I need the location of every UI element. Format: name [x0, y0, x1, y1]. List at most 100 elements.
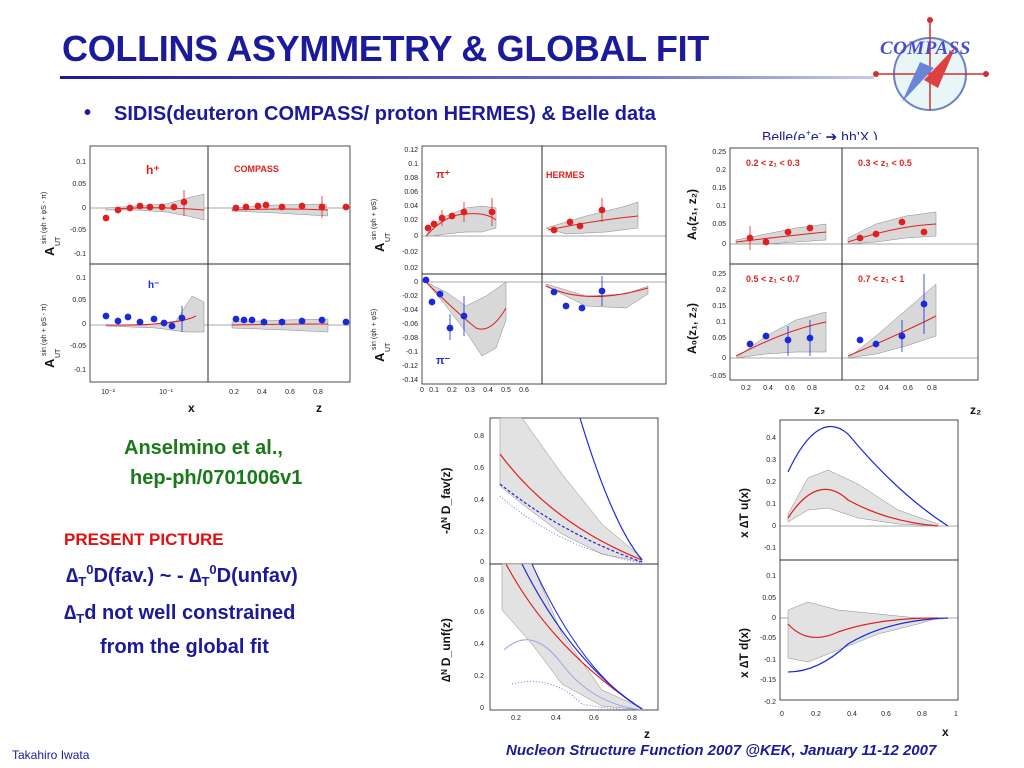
- svg-text:0.1: 0.1: [76, 275, 86, 282]
- svg-text:0.4: 0.4: [879, 385, 889, 392]
- svg-text:0: 0: [414, 279, 418, 286]
- svg-text:sin (φh + φS): sin (φh + φS): [371, 309, 378, 350]
- belle-bin-2: 0.3 < z₁ < 0.5: [858, 158, 912, 168]
- svg-text:A₀(z₁, z₂): A₀(z₁, z₂): [685, 303, 699, 354]
- svg-text:sin (φh + φS - π): sin (φh + φS - π): [41, 192, 48, 244]
- compass-figure: h⁺ h⁻ COMPASS 0.1 0.05 0 -0.05 -0.1 0.1 …: [36, 136, 366, 420]
- svg-text:0.02: 0.02: [404, 217, 418, 224]
- svg-text:0.5: 0.5: [501, 387, 511, 394]
- collins-ylabel-bot: ∆ᴺ D_unf(z): [439, 618, 453, 682]
- svg-text:0: 0: [82, 321, 86, 328]
- svg-text:-0.08: -0.08: [402, 335, 418, 342]
- svg-text:0.25: 0.25: [712, 271, 726, 278]
- svg-text:-0.1: -0.1: [74, 367, 86, 374]
- svg-text:0.6: 0.6: [881, 711, 891, 718]
- transversity-ylabel-top: x ∆T u(x): [737, 488, 751, 538]
- svg-text:0.4: 0.4: [483, 387, 493, 394]
- svg-text:0.15: 0.15: [712, 303, 726, 310]
- svg-text:0.4: 0.4: [551, 715, 561, 722]
- label-piplus: π⁺: [436, 169, 450, 181]
- svg-text:0: 0: [414, 233, 418, 240]
- svg-text:0.1: 0.1: [76, 159, 86, 166]
- svg-text:0.6: 0.6: [474, 465, 484, 472]
- svg-text:0.8: 0.8: [627, 715, 637, 722]
- svg-text:-0.14: -0.14: [402, 377, 418, 384]
- svg-text:1: 1: [954, 711, 958, 718]
- svg-text:0.4: 0.4: [474, 641, 484, 648]
- svg-text:0.2: 0.2: [447, 387, 457, 394]
- svg-text:0.4: 0.4: [766, 435, 776, 442]
- svg-text:-0.2: -0.2: [764, 699, 776, 706]
- svg-text:0: 0: [420, 387, 424, 394]
- compass-xlabel: x: [188, 401, 195, 415]
- svg-text:-0.06: -0.06: [402, 321, 418, 328]
- svg-text:0.05: 0.05: [762, 595, 776, 602]
- svg-text:UT: UT: [55, 348, 62, 358]
- present-picture-heading: PRESENT PICTURE: [64, 530, 224, 549]
- svg-text:0.6: 0.6: [519, 387, 529, 394]
- footer-author: Takahiro Iwata: [12, 748, 90, 762]
- svg-text:0.05: 0.05: [712, 335, 726, 342]
- svg-text:-0.02: -0.02: [402, 293, 418, 300]
- belle-bin-3: 0.5 < z₁ < 0.7: [746, 274, 800, 284]
- svg-text:0.02: 0.02: [404, 265, 418, 272]
- compass-logo: [873, 17, 989, 111]
- svg-text:UT: UT: [385, 342, 392, 352]
- svg-text:-0.05: -0.05: [760, 635, 776, 642]
- belle-figure: 0.2 < z₁ < 0.3 0.3 < z₁ < 0.5 0.5 < z₁ <…: [676, 140, 986, 422]
- svg-text:0.1: 0.1: [766, 573, 776, 580]
- svg-text:A: A: [42, 358, 57, 368]
- svg-text:0.1: 0.1: [716, 203, 726, 210]
- svg-text:0.25: 0.25: [712, 149, 726, 156]
- svg-text:0.8: 0.8: [807, 385, 817, 392]
- svg-text:0: 0: [480, 705, 484, 712]
- svg-text:0.2: 0.2: [741, 385, 751, 392]
- svg-text:0.2: 0.2: [474, 529, 484, 536]
- svg-text:0.4: 0.4: [847, 711, 857, 718]
- bullet-marker: •: [84, 102, 92, 124]
- svg-text:0.1: 0.1: [716, 319, 726, 326]
- svg-text:0.2: 0.2: [811, 711, 821, 718]
- svg-text:0.2: 0.2: [474, 673, 484, 680]
- statement-global-fit: from the global fit: [100, 636, 269, 658]
- svg-text:0.6: 0.6: [474, 609, 484, 616]
- svg-text:0.05: 0.05: [72, 181, 86, 188]
- svg-text:A: A: [372, 352, 387, 362]
- statement-fav-unfav: ∆T0D(fav.) ~ - ∆T0D(unfav): [66, 562, 298, 589]
- svg-text:0: 0: [772, 615, 776, 622]
- svg-text:0.05: 0.05: [712, 221, 726, 228]
- svg-text:A₀(z₁, z₂): A₀(z₁, z₂): [685, 189, 699, 240]
- svg-text:0.1: 0.1: [408, 161, 418, 168]
- svg-text:0: 0: [722, 241, 726, 248]
- svg-text:0: 0: [82, 205, 86, 212]
- bullet-text: SIDIS(deuteron COMPASS/ proton HERMES) &…: [114, 103, 656, 125]
- svg-text:sin (φh + φS - π): sin (φh + φS - π): [41, 304, 48, 356]
- svg-text:-0.12: -0.12: [402, 363, 418, 370]
- statement-delta-d: ∆Td not well constrained: [64, 602, 296, 626]
- svg-text:-0.02: -0.02: [402, 249, 418, 256]
- label-hminus: h⁻: [148, 280, 159, 291]
- svg-text:0.8: 0.8: [474, 433, 484, 440]
- transversity-xlabel: x: [942, 725, 949, 739]
- svg-text:0.8: 0.8: [313, 389, 323, 396]
- svg-text:0.2: 0.2: [716, 167, 726, 174]
- belle-bin-4: 0.7 < z₁ < 1: [858, 274, 904, 284]
- svg-text:-0.05: -0.05: [70, 343, 86, 350]
- hermes-figure: π⁺ π⁻ HERMES 0.12 0.1 0.08 0.06 0.04 0.0…: [366, 136, 676, 418]
- svg-text:0.4: 0.4: [257, 389, 267, 396]
- svg-text:-0.15: -0.15: [760, 677, 776, 684]
- svg-text:0.04: 0.04: [404, 203, 418, 210]
- title-underline: [60, 76, 874, 79]
- svg-text:UT: UT: [385, 232, 392, 242]
- svg-text:-0.1: -0.1: [406, 349, 418, 356]
- svg-text:10⁻¹: 10⁻¹: [159, 389, 173, 396]
- svg-text:0.2: 0.2: [229, 389, 239, 396]
- svg-text:-0.1: -0.1: [764, 545, 776, 552]
- svg-text:A: A: [42, 246, 57, 256]
- belle-xlabel-left: z₂: [814, 403, 825, 417]
- slide-title: COLLINS ASYMMETRY & GLOBAL FIT: [62, 28, 709, 69]
- label-hplus: h⁺: [146, 163, 160, 177]
- svg-text:UT: UT: [55, 236, 62, 246]
- svg-text:0.4: 0.4: [474, 497, 484, 504]
- svg-text:0.6: 0.6: [285, 389, 295, 396]
